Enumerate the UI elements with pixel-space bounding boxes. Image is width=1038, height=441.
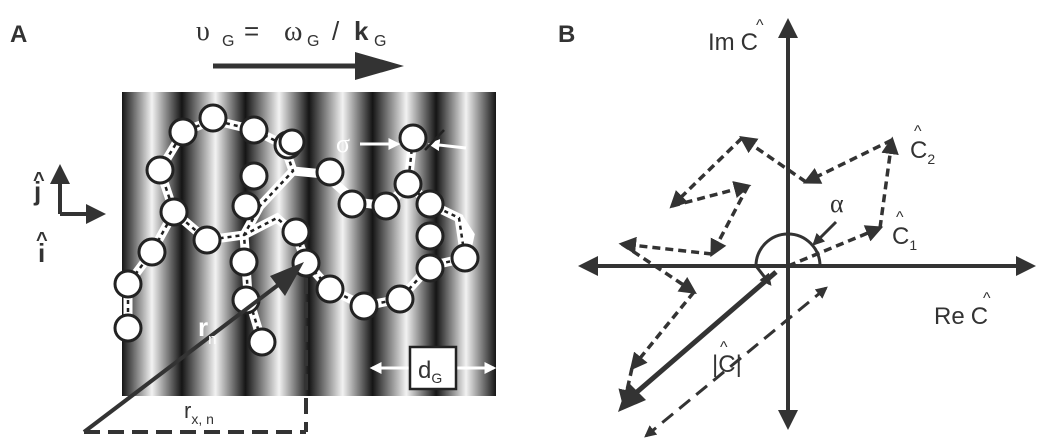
- velocity-symbol: υ: [196, 16, 210, 47]
- position-arrowhead-icon: [270, 262, 304, 296]
- c1-label: C1: [892, 223, 917, 253]
- bead: [159, 197, 189, 227]
- sigma-right-arrow-icon: [427, 139, 467, 152]
- phasor-step-icon: [618, 236, 713, 256]
- magnitude-label: |C|: [712, 351, 742, 378]
- bead: [239, 161, 269, 191]
- bead: [393, 169, 423, 199]
- bead: [145, 155, 175, 185]
- c2-label: C2: [910, 137, 935, 167]
- bead: [415, 221, 445, 251]
- bead: [247, 327, 277, 357]
- re-axis-label: Re C: [934, 303, 988, 330]
- k-symbol: k: [354, 16, 369, 46]
- j-hat-caret: ^: [33, 169, 45, 191]
- phasor-step-icon: [878, 136, 899, 229]
- phasor-step-icon: [621, 242, 697, 294]
- velocity-arrowhead-icon: [355, 52, 404, 80]
- alpha-pointer-icon: [812, 220, 838, 246]
- bead: [415, 189, 445, 219]
- c2-caret: ^: [914, 123, 922, 140]
- bead: [337, 189, 367, 219]
- bead: [278, 128, 306, 156]
- bead: [198, 103, 228, 133]
- im-axis-caret: ^: [756, 17, 764, 34]
- phasor-step-icon: [669, 136, 744, 209]
- panel-a-label: A: [10, 21, 27, 48]
- resultant-arrowhead-icon: [618, 382, 646, 412]
- bead: [231, 191, 261, 221]
- i-hat-label: i: [38, 238, 45, 268]
- phasor-step-icon: [710, 185, 750, 258]
- dg-label: dG: [418, 357, 442, 386]
- phasor-random-walk: [618, 136, 899, 408]
- position-vector-rn: [82, 274, 292, 434]
- resultant-vector: [628, 270, 778, 400]
- bead: [415, 253, 445, 283]
- alpha-label: α: [830, 189, 844, 218]
- bead: [281, 217, 311, 247]
- bead: [349, 291, 379, 321]
- equals-sign: =: [244, 16, 259, 46]
- phasor-step-icon: [629, 290, 696, 371]
- panel-b-label: B: [558, 21, 575, 48]
- bead: [168, 117, 198, 147]
- bead: [315, 157, 345, 187]
- dg-box: [408, 345, 458, 391]
- rxn-label: rx, n: [184, 398, 214, 427]
- phasor-step-icon: [802, 138, 893, 184]
- j-hat-label: j: [33, 176, 41, 206]
- i-hat-caret: ^: [36, 229, 48, 251]
- bead: [315, 274, 345, 304]
- bead: [229, 247, 259, 277]
- slash-symbol: /: [332, 16, 340, 46]
- bead: [113, 313, 143, 343]
- bead: [137, 237, 167, 267]
- resultant-dashed-parallel-icon: [644, 286, 828, 438]
- sigma-label: σ: [336, 129, 350, 158]
- phasor-step-icon: [787, 225, 884, 268]
- phasor-step-icon: [671, 181, 752, 208]
- velocity-subscript: G: [222, 33, 234, 50]
- sigma-tick: [424, 129, 445, 151]
- k-subscript: G: [374, 33, 386, 50]
- panel-b: B Im C ^ Re C ^ α C1 ^ C2 ^: [558, 17, 1036, 438]
- unit-vectors: j ^ i ^: [33, 164, 106, 268]
- rn-label: rn: [198, 312, 216, 348]
- panel-a: A υ G = ω G / k G: [10, 16, 497, 434]
- bead: [113, 269, 143, 299]
- im-axis-label: Im C: [708, 29, 758, 56]
- bead: [371, 191, 401, 221]
- omega-subscript: G: [307, 33, 319, 50]
- polymer-beads: [113, 103, 480, 357]
- omega-symbol: ω: [284, 16, 302, 47]
- velocity-equation: υ G = ω G / k G: [196, 16, 386, 50]
- re-axis-caret: ^: [983, 290, 991, 307]
- bead: [192, 225, 222, 255]
- bead: [398, 123, 428, 153]
- magnitude-caret: ^: [720, 339, 728, 356]
- phasor-step-icon: [739, 136, 807, 184]
- bead: [450, 243, 480, 273]
- bead: [385, 284, 415, 314]
- c1-caret: ^: [896, 209, 904, 226]
- bead: [239, 115, 269, 145]
